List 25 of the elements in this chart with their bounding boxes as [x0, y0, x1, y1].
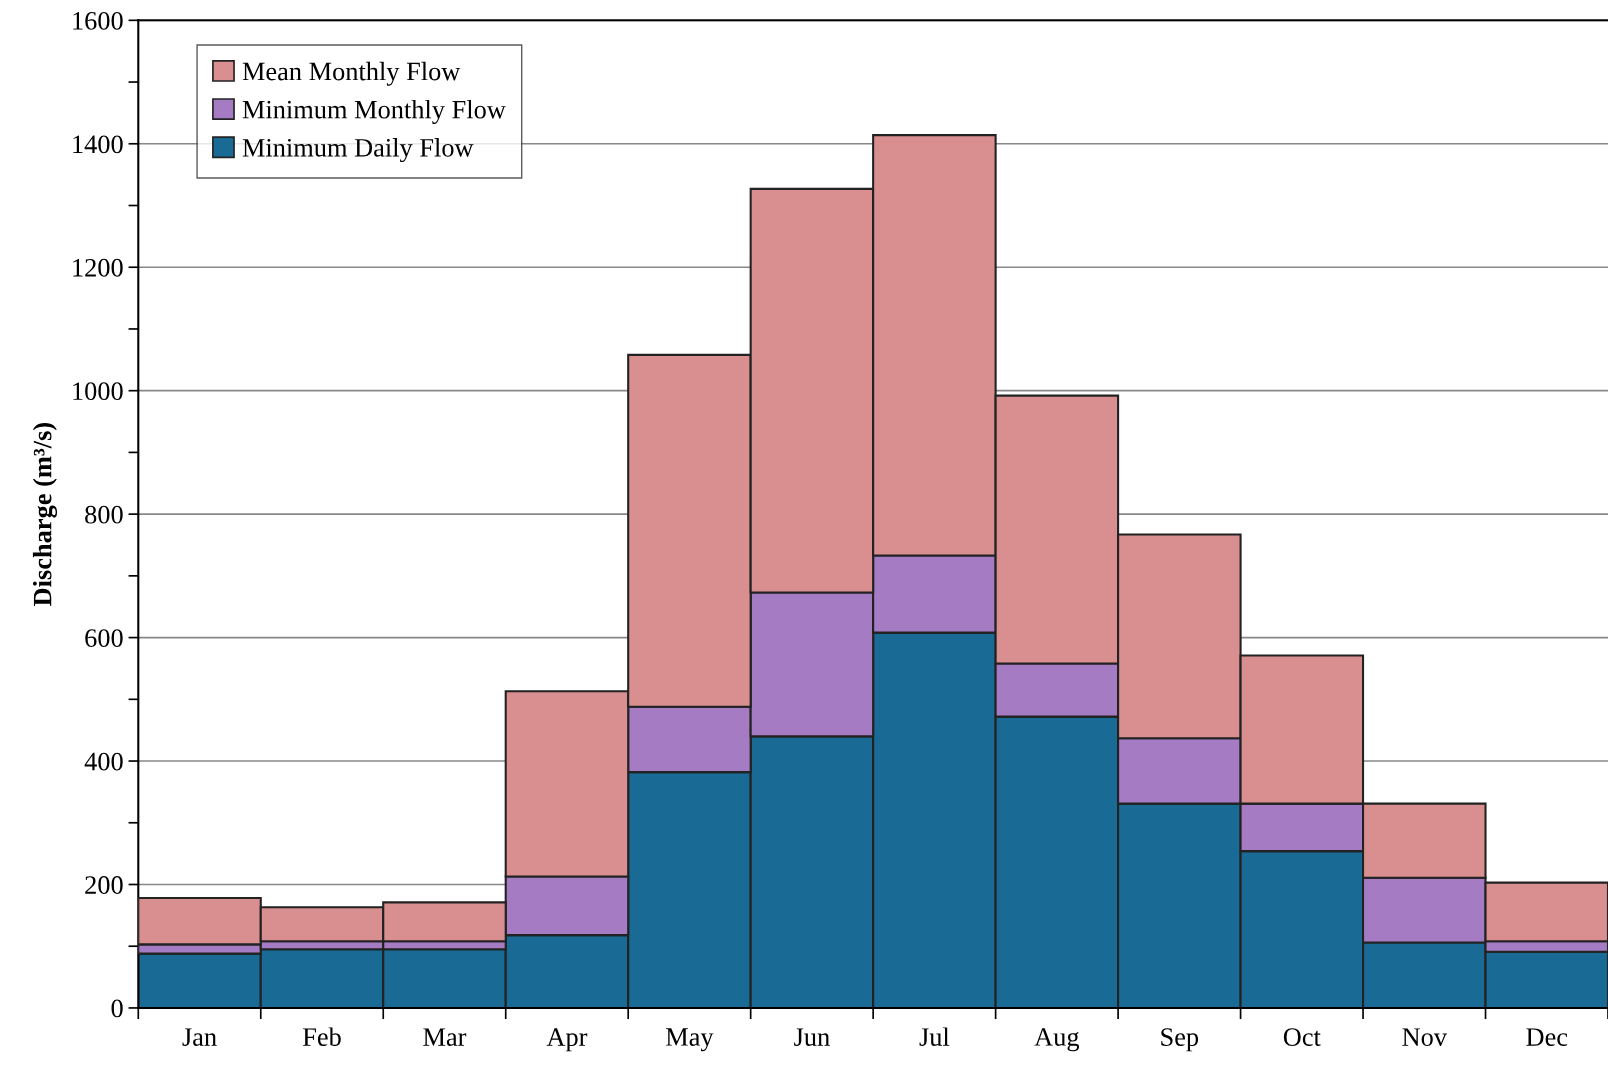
x-tick-label: Jan — [182, 1028, 217, 1046]
x-tick-label: Nov — [1402, 1028, 1448, 1046]
x-tick-label: May — [666, 1028, 714, 1052]
y-tick-label: 200 — [85, 876, 123, 894]
x-tick-label: Jul — [919, 1027, 950, 1046]
x-tick-label: Feb — [302, 1027, 341, 1046]
y-tick-label: 1000 — [73, 382, 123, 401]
x-tick-label: Oct — [1283, 1028, 1321, 1046]
y-tick-label: 1600 — [73, 11, 123, 30]
x-tick-label: Apr — [546, 1028, 588, 1052]
y-tick-label: 1400 — [73, 135, 123, 154]
y-tick-label: 800 — [85, 505, 123, 524]
y-tick-label: 600 — [85, 629, 123, 647]
x-tick-label: Aug — [1034, 1028, 1080, 1052]
x-tick-label: Sep — [1161, 1028, 1199, 1052]
y-tick-label: 400 — [84, 752, 123, 771]
y-tick-label: 0 — [111, 999, 123, 1018]
y-axis-title: Discharge (m³/s) — [32, 423, 58, 606]
x-tick-label: Jun — [794, 1028, 830, 1046]
x-tick-label: Mar — [423, 1028, 467, 1046]
legend-label: Minimum Monthly Flow — [242, 99, 506, 124]
legend-label: Mean Monthly Flow — [242, 61, 461, 86]
y-tick-label: 1200 — [73, 258, 123, 277]
x-tick-label: Dec — [1526, 1028, 1568, 1046]
legend-label: Minimum Daily Flow — [242, 138, 474, 163]
